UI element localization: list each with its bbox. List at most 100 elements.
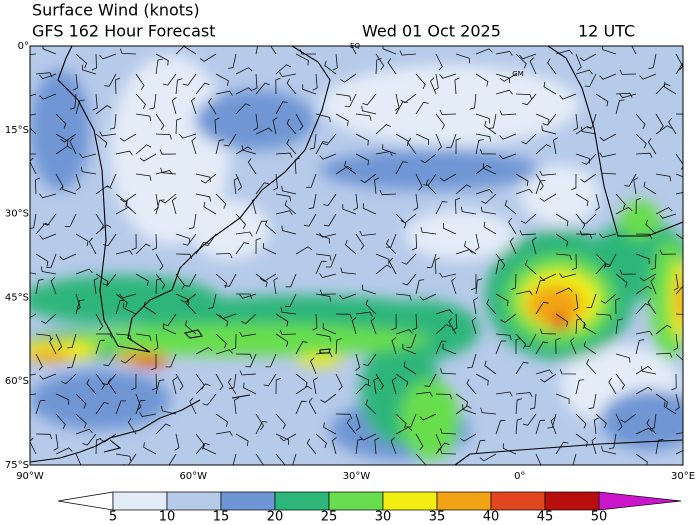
wind-barb bbox=[61, 373, 77, 385]
wind-barb bbox=[499, 110, 517, 116]
wind-barb bbox=[215, 349, 233, 355]
wind-barb bbox=[344, 93, 357, 107]
colorbar-swatch bbox=[112, 491, 168, 511]
wind-barb bbox=[650, 277, 657, 295]
wind-barb bbox=[475, 439, 486, 455]
wind-barb bbox=[331, 437, 337, 455]
wind-barb bbox=[522, 93, 537, 106]
wind-barb bbox=[224, 273, 237, 287]
wind-barb bbox=[599, 233, 617, 239]
wind-barb bbox=[588, 393, 597, 410]
wind-barb bbox=[455, 137, 461, 155]
wind-barb bbox=[655, 393, 668, 407]
wind-barb bbox=[608, 377, 617, 395]
wind-barb bbox=[335, 313, 353, 320]
wind-barb bbox=[323, 193, 337, 207]
wind-barb bbox=[420, 227, 437, 235]
wind-speed-region bbox=[400, 380, 460, 460]
wind-barb bbox=[171, 197, 177, 215]
wind-barb bbox=[631, 46, 637, 55]
wind-speed-region bbox=[30, 70, 90, 190]
wind-barb bbox=[342, 204, 357, 215]
map-area bbox=[30, 46, 683, 465]
wind-barb bbox=[286, 138, 297, 155]
wind-barb bbox=[639, 273, 657, 282]
wind-barb bbox=[215, 139, 225, 155]
wind-barb bbox=[615, 413, 623, 431]
wind-barb bbox=[75, 53, 87, 69]
wind-barb bbox=[475, 73, 489, 87]
wind-barb bbox=[575, 69, 593, 75]
wind-barb bbox=[103, 353, 117, 367]
wind-barb bbox=[34, 177, 40, 195]
wind-barb bbox=[191, 137, 197, 155]
wind-barb bbox=[475, 373, 489, 386]
lat-label: 15°S bbox=[5, 125, 29, 136]
wind-barb bbox=[495, 89, 513, 95]
wind-barb bbox=[332, 53, 338, 71]
wind-barb bbox=[555, 287, 573, 295]
wind-barb bbox=[149, 93, 157, 110]
wind-barb bbox=[635, 453, 648, 465]
wind-barb bbox=[115, 293, 128, 308]
wind-barb bbox=[234, 397, 240, 415]
wind-barb bbox=[155, 199, 165, 215]
wind-barb bbox=[584, 73, 597, 87]
wind-speed-region bbox=[677, 275, 683, 325]
wind-barb bbox=[115, 193, 128, 208]
wind-barb bbox=[235, 213, 246, 229]
wind-barb bbox=[673, 273, 679, 291]
wind-barb bbox=[522, 413, 537, 426]
wind-barb bbox=[135, 400, 146, 415]
wind-speed-region bbox=[30, 370, 170, 430]
wind-barb bbox=[374, 177, 380, 195]
wind-speed-region bbox=[670, 260, 683, 340]
wind-barb bbox=[375, 124, 391, 135]
wind-barb bbox=[135, 144, 152, 155]
wind-barb bbox=[475, 278, 483, 295]
wind-barb bbox=[655, 438, 664, 455]
wind-barb bbox=[75, 233, 89, 247]
wind-barb bbox=[95, 213, 105, 231]
wind-barb bbox=[575, 125, 592, 135]
wind-barb bbox=[406, 333, 417, 348]
wind-barb bbox=[195, 442, 210, 455]
wind-barb bbox=[75, 293, 81, 311]
wind-barb bbox=[30, 437, 37, 455]
wind-barb bbox=[320, 393, 337, 403]
wind-barb bbox=[673, 333, 679, 351]
wind-barb bbox=[309, 133, 317, 150]
wind-barb bbox=[319, 232, 337, 238]
wind-barb bbox=[223, 133, 237, 147]
wind-barb bbox=[379, 189, 397, 196]
wind-barb bbox=[615, 373, 625, 390]
wind-barb bbox=[395, 293, 412, 301]
wind-barb bbox=[674, 393, 680, 411]
wind-barb bbox=[120, 353, 137, 364]
colorbar-swatch bbox=[382, 491, 438, 511]
wind-speed-region bbox=[320, 150, 540, 190]
wind-barb bbox=[520, 213, 537, 224]
wind-barb bbox=[615, 297, 621, 315]
wind-barb bbox=[529, 57, 537, 75]
wind-barb bbox=[539, 273, 557, 281]
wind-barb bbox=[235, 231, 253, 237]
wind-barb bbox=[475, 113, 490, 124]
wind-barb bbox=[162, 73, 177, 86]
wind-barb bbox=[185, 299, 197, 315]
wind-barb bbox=[508, 217, 517, 235]
wind-barb bbox=[620, 413, 637, 423]
wind-barb bbox=[531, 237, 537, 255]
wind-barb bbox=[572, 453, 577, 465]
wind-barb bbox=[202, 393, 217, 406]
wind-barb bbox=[265, 353, 277, 368]
wind-barb bbox=[365, 399, 377, 415]
wind-barb bbox=[30, 53, 37, 55]
wind-barb bbox=[635, 233, 653, 240]
wind-barb bbox=[275, 413, 286, 430]
wind-barb bbox=[102, 273, 117, 286]
wind-barb bbox=[411, 233, 418, 251]
wind-barb bbox=[324, 60, 337, 75]
wind-barb bbox=[202, 443, 217, 455]
